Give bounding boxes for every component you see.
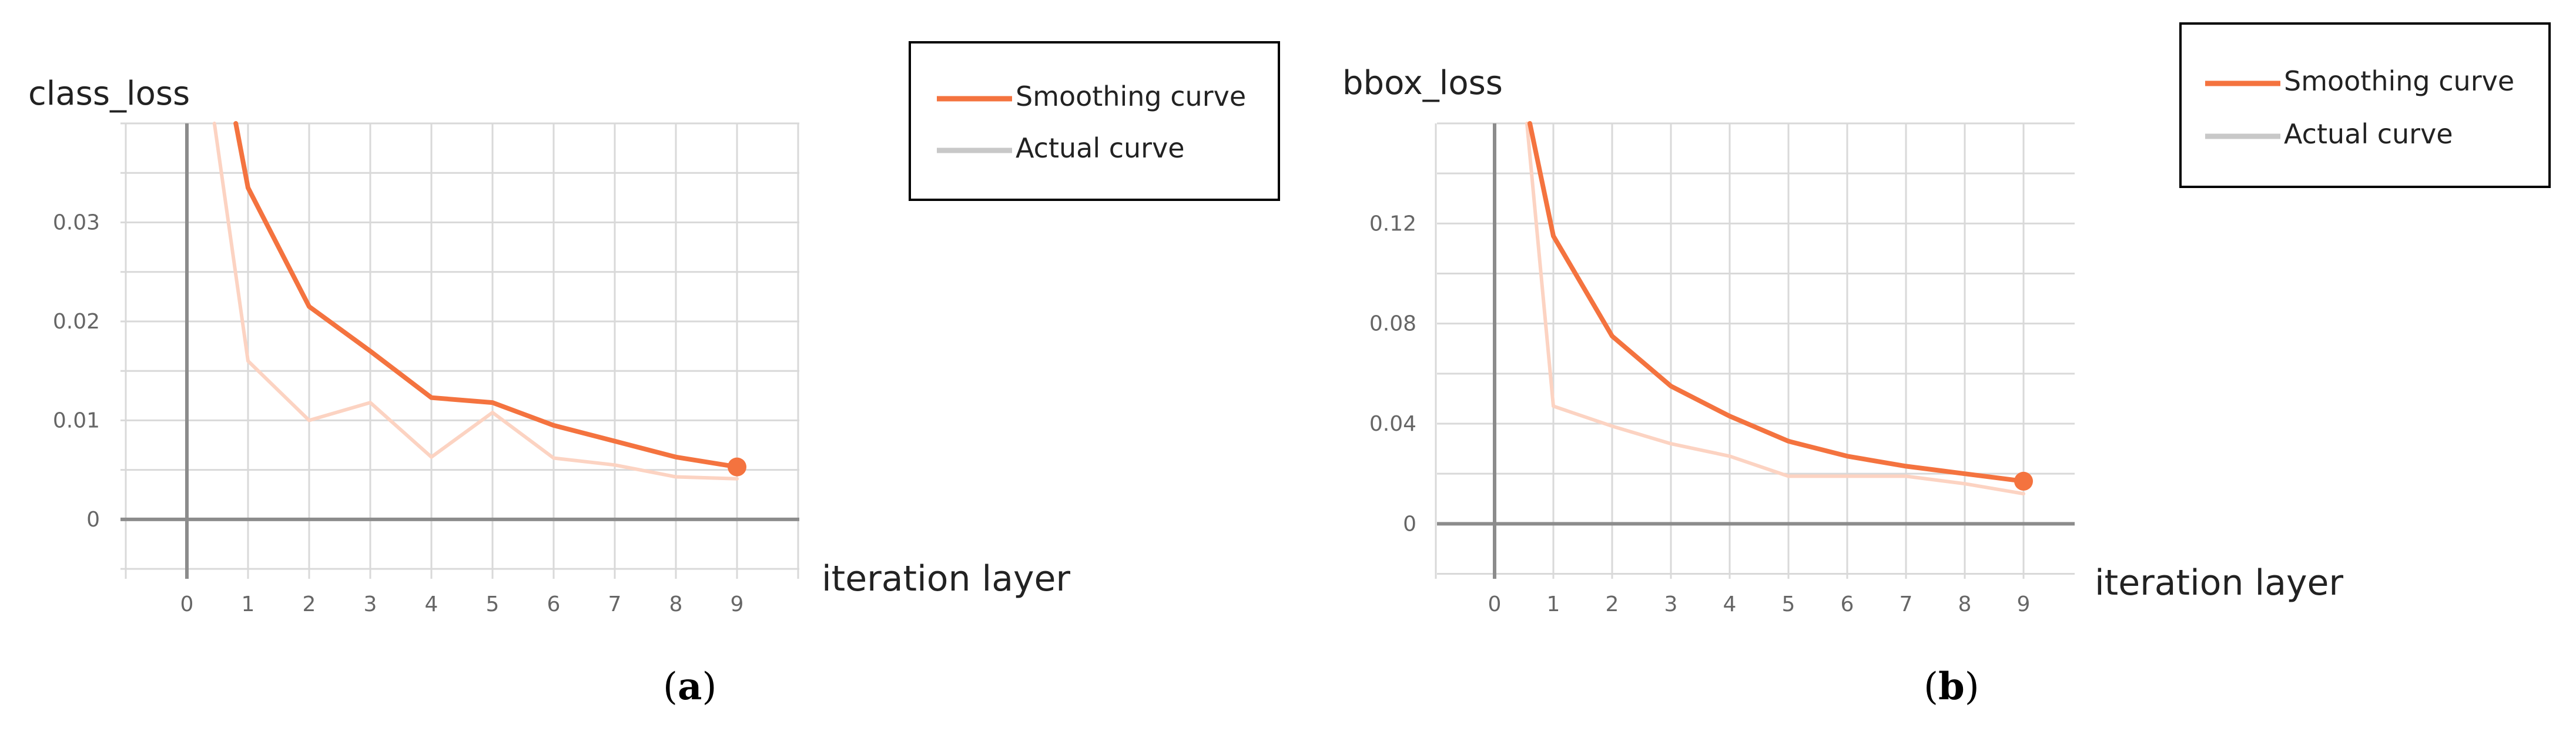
x-tick-label: 1 — [1547, 592, 1560, 616]
chart-title: bbox_loss — [1342, 64, 1503, 102]
y-tick-label: 0 — [1403, 512, 1416, 536]
caption-letter: a — [678, 665, 702, 709]
x-tick-label: 9 — [2017, 592, 2031, 616]
legend-label-smoothing: Smoothing curve — [2284, 65, 2514, 97]
x-tick-label: 9 — [731, 592, 744, 616]
x-tick-label: 7 — [608, 592, 622, 616]
x-tick-label: 1 — [242, 592, 255, 616]
series-line-smoothing — [233, 121, 739, 470]
legend: Smoothing curve Actual curve — [2179, 22, 2551, 188]
x-tick-label: 4 — [1723, 592, 1737, 616]
x-tick-label: 2 — [303, 592, 316, 616]
x-tick-label: 4 — [425, 592, 438, 616]
series-line-actual — [212, 122, 739, 481]
y-tick-label: 0.03 — [53, 210, 100, 234]
legend-box — [909, 41, 1280, 201]
x-tick-label: 8 — [1958, 592, 1972, 616]
x-axis-label: iteration layer — [2095, 562, 2343, 603]
caption-letter: b — [1938, 665, 1965, 709]
chart-panel-b: bbox_loss 0 0.04 0.08 0.12 0 1 2 3 4 5 6 7 8 9 iterat… — [1287, 0, 2576, 731]
series-line-actual — [1525, 122, 2025, 496]
legend-label-actual: Actual curve — [1016, 132, 1185, 164]
chart-svg-b: bbox_loss 0 0.04 0.08 0.12 0 1 2 3 4 5 6 7 8 9 iterat… — [1342, 22, 2551, 709]
chart-title: class_loss — [28, 75, 190, 113]
chart-panel-a: class_loss 0 0.01 0.02 0.03 0 1 2 3 4 5 6 7 8 9 itera… — [0, 0, 1287, 731]
x-tick-label: 5 — [486, 592, 500, 616]
y-tick-label: 0.08 — [1369, 312, 1416, 336]
x-tick-label: 5 — [1782, 592, 1796, 616]
y-tick-label: 0.02 — [53, 310, 100, 334]
x-tick-label: 0 — [1488, 592, 1502, 616]
x-tick-label: 2 — [1606, 592, 1619, 616]
legend-box — [2179, 22, 2551, 188]
legend-label-smoothing: Smoothing curve — [1016, 81, 1246, 112]
x-tick-label: 3 — [1664, 592, 1678, 616]
x-tick-label: 8 — [669, 592, 683, 616]
series-end-point — [2014, 471, 2033, 491]
caption: (a) — [663, 665, 716, 709]
x-tick-label: 3 — [364, 592, 377, 616]
y-tick-label: 0 — [86, 508, 100, 532]
y-tick-label: 0.01 — [53, 408, 100, 432]
series-end-point — [728, 457, 746, 477]
legend: Smoothing curve Actual curve — [909, 41, 1280, 201]
x-tick-label: 7 — [1900, 592, 1913, 616]
caption: (b) — [1924, 665, 1979, 709]
x-tick-label: 0 — [180, 592, 194, 616]
legend-label-actual: Actual curve — [2284, 118, 2453, 150]
chart-svg-a: class_loss 0 0.01 0.02 0.03 0 1 2 3 4 5 6 7 8 9 itera… — [28, 41, 1280, 709]
y-tick-label: 0.12 — [1369, 212, 1416, 236]
x-axis-label: iteration layer — [822, 558, 1070, 599]
x-tick-label: 6 — [1841, 592, 1854, 616]
series-line-smoothing — [1527, 121, 2026, 484]
y-tick-label: 0.04 — [1369, 412, 1416, 436]
x-tick-label: 6 — [547, 592, 561, 616]
